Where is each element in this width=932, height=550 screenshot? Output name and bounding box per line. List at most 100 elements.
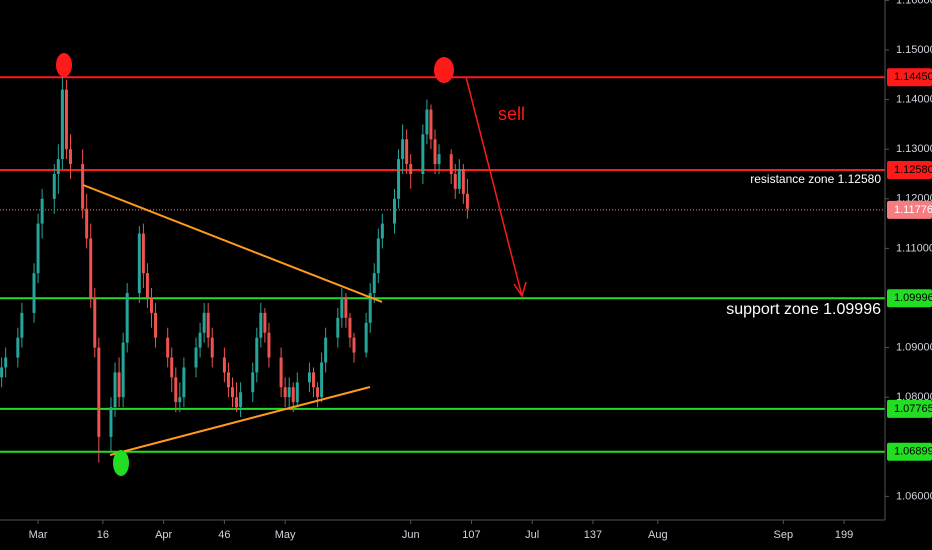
annotation: sell	[498, 104, 525, 124]
candle-body	[4, 357, 8, 368]
level-tag	[887, 161, 932, 180]
candle-body	[109, 407, 113, 437]
candle-body	[429, 109, 433, 140]
candle-body	[89, 238, 93, 298]
candle-body	[267, 332, 271, 358]
candle-body	[453, 173, 457, 189]
candle-body	[405, 139, 409, 165]
candle-body	[340, 297, 344, 318]
candle-body	[344, 297, 348, 318]
candles	[0, 77, 469, 463]
candle-body	[121, 342, 125, 398]
x-tick-label: 137	[584, 529, 602, 541]
candle-body	[194, 347, 198, 368]
candle-body	[178, 397, 182, 403]
trend-line	[109, 386, 371, 456]
x-tick-label: Jul	[525, 529, 539, 541]
marker	[113, 450, 129, 476]
candle-body	[372, 273, 376, 294]
candle-body	[141, 233, 145, 274]
level-tag	[887, 399, 932, 418]
x-tick-label: Mar	[29, 529, 48, 541]
arrow-head	[513, 281, 527, 298]
candle-body	[117, 372, 121, 398]
candle-body	[56, 159, 60, 174]
candle-body	[0, 367, 4, 378]
candle-body	[348, 317, 352, 338]
candle-body	[125, 293, 129, 343]
candle-body	[52, 173, 56, 199]
level-tag	[887, 289, 932, 308]
candle-body	[113, 372, 117, 408]
y-tick-label: 1.13000	[896, 143, 932, 155]
candle-body	[20, 312, 24, 338]
x-tick-label: 46	[218, 529, 230, 541]
trend-line	[82, 184, 383, 303]
x-tick-label: 16	[97, 529, 109, 541]
level-tag	[887, 442, 932, 461]
candle-body	[149, 297, 153, 313]
candle-body	[16, 337, 20, 358]
candle-body	[401, 139, 405, 160]
candle-body	[437, 154, 441, 165]
candle-body	[145, 273, 149, 298]
candle-body	[259, 312, 263, 338]
candle-body	[307, 372, 311, 383]
candle-body	[457, 169, 461, 189]
arrow	[465, 76, 523, 297]
candle-body	[324, 337, 328, 363]
candle-body	[81, 164, 85, 209]
y-tick-label: 1.11000	[896, 242, 932, 254]
annotation: support zone 1.09996	[726, 301, 881, 318]
level-tag	[887, 200, 932, 219]
candle-body	[376, 238, 380, 274]
candle-body	[449, 154, 453, 174]
level-label: 1.12580	[894, 164, 932, 176]
candle-body	[283, 387, 287, 398]
y-tick-label: 1.14000	[896, 94, 932, 106]
candle-body	[174, 377, 178, 403]
x-tick-label: 107	[462, 529, 480, 541]
candle-body	[182, 367, 186, 398]
annotation: resistance zone 1.12580	[750, 172, 881, 186]
x-tick-label: Aug	[648, 529, 668, 541]
y-tick-label: 1.16000	[896, 0, 932, 6]
candle-body	[97, 347, 101, 437]
candle-body	[393, 198, 397, 224]
level-label: 1.11776	[894, 204, 932, 216]
level-label: 1.06899	[894, 446, 932, 458]
x-tick-label: 199	[835, 529, 853, 541]
candle-body	[40, 198, 44, 224]
candle-body	[226, 372, 230, 388]
axis-labels: 1.160001.150001.140001.130001.120001.110…	[29, 0, 932, 541]
candle-body	[352, 337, 356, 353]
marker	[56, 53, 72, 77]
y-tick-label: 1.09000	[896, 341, 932, 353]
candle-body	[368, 293, 372, 323]
candle-body	[397, 159, 401, 199]
candle-body	[32, 273, 36, 313]
candle-body	[409, 164, 413, 174]
candle-body	[433, 139, 437, 165]
candle-body	[154, 312, 158, 338]
candle-body	[291, 387, 295, 403]
candle-body	[255, 337, 259, 373]
candle-body	[235, 397, 239, 408]
candle-body	[222, 357, 226, 373]
x-tick-label: Jun	[402, 529, 420, 541]
candle-body	[421, 134, 425, 174]
candle-body	[206, 312, 210, 338]
candle-body	[85, 208, 89, 239]
candle-body	[461, 169, 465, 194]
candle-body	[137, 233, 141, 294]
candle-body	[465, 193, 469, 209]
candle-body	[230, 387, 234, 398]
candle-body	[166, 337, 170, 358]
candle-body	[36, 223, 40, 274]
candle-body	[336, 317, 340, 338]
candle-body	[311, 372, 315, 388]
y-tick-label: 1.06000	[896, 490, 932, 502]
